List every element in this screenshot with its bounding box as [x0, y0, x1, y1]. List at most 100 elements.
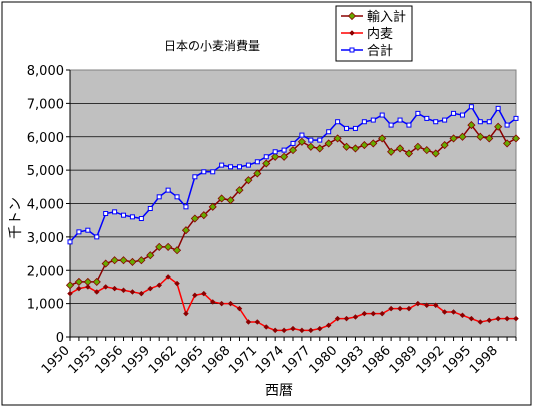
data-point: [352, 125, 358, 131]
data-point: [513, 115, 519, 121]
data-point: [84, 284, 91, 290]
data-point: [190, 214, 199, 223]
data-point: [360, 141, 369, 150]
data-point: [183, 204, 189, 210]
data-point: [155, 242, 164, 251]
data-point: [209, 299, 216, 305]
data-point: [343, 315, 350, 322]
data-point: [192, 174, 198, 180]
x-axis-label: 西暦: [265, 383, 293, 399]
data-point: [397, 117, 403, 123]
data-point: [199, 211, 208, 220]
data-point: [146, 251, 155, 260]
data-point: [245, 319, 252, 325]
data-point: [299, 132, 305, 138]
data-point: [486, 119, 492, 125]
legend-marker: [349, 47, 355, 53]
data-point: [271, 152, 280, 161]
data-point: [218, 300, 225, 307]
data-point: [76, 285, 82, 292]
data-point: [254, 159, 260, 165]
data-point: [201, 169, 207, 175]
data-point: [280, 152, 289, 161]
data-point: [477, 119, 483, 125]
data-point: [451, 110, 457, 116]
data-point: [94, 234, 100, 240]
data-point: [315, 144, 324, 153]
data-point: [110, 256, 119, 265]
data-point: [253, 169, 262, 178]
data-point: [174, 194, 180, 200]
data-point: [92, 277, 101, 286]
data-point: [361, 119, 367, 125]
y-axis-label: 千トン: [8, 197, 24, 239]
data-point: [129, 289, 136, 295]
data-point: [432, 302, 439, 309]
data-point: [352, 314, 359, 320]
data-point: [415, 300, 421, 307]
data-point: [422, 146, 431, 155]
data-point: [147, 206, 153, 212]
data-point: [504, 315, 510, 322]
data-point: [128, 257, 137, 266]
y-tick-label: 4,000: [27, 198, 64, 213]
data-point: [370, 310, 377, 317]
data-point: [138, 216, 144, 222]
data-point: [147, 285, 154, 292]
data-point: [513, 315, 519, 322]
data-point: [324, 139, 333, 148]
data-point: [406, 305, 412, 312]
data-point: [288, 146, 298, 155]
data-point: [299, 327, 305, 334]
data-point: [361, 310, 368, 317]
data-point: [65, 281, 75, 290]
data-point: [272, 327, 279, 334]
data-point: [85, 227, 91, 233]
data-point: [272, 149, 278, 155]
y-tick-label: 6,000: [27, 131, 64, 146]
data-point: [236, 305, 243, 312]
data-point: [217, 194, 226, 203]
data-point: [476, 132, 485, 141]
legend-label: 合計: [367, 43, 393, 59]
data-point: [172, 246, 182, 255]
data-point: [494, 122, 503, 131]
data-point: [112, 209, 118, 215]
data-point: [326, 129, 332, 135]
y-tick-label: 8,000: [27, 64, 64, 79]
data-point: [263, 154, 269, 160]
data-point: [297, 137, 306, 146]
data-point: [228, 164, 234, 170]
y-tick-label: 2,000: [27, 264, 64, 279]
data-point: [227, 300, 234, 307]
data-point: [459, 112, 465, 118]
data-point: [423, 302, 430, 309]
data-point: [308, 137, 314, 143]
data-point: [121, 212, 127, 218]
data-point: [450, 309, 457, 315]
data-point: [378, 134, 387, 143]
data-point: [503, 139, 512, 148]
data-point: [388, 305, 394, 312]
data-point: [192, 292, 198, 299]
data-point: [306, 142, 315, 151]
data-point: [262, 159, 271, 168]
data-point: [342, 142, 351, 151]
data-point: [433, 119, 439, 125]
data-point: [281, 327, 287, 334]
data-point: [486, 317, 493, 324]
data-point: [111, 285, 118, 292]
data-point: [236, 164, 242, 170]
data-point: [395, 144, 405, 153]
data-point: [397, 305, 403, 312]
data-point: [387, 147, 396, 156]
data-point: [316, 325, 323, 332]
data-point: [138, 290, 145, 297]
data-point: [156, 194, 162, 200]
legend-marker: [347, 11, 357, 21]
data-point: [165, 274, 171, 280]
data-point: [388, 122, 394, 128]
data-point: [495, 105, 501, 111]
